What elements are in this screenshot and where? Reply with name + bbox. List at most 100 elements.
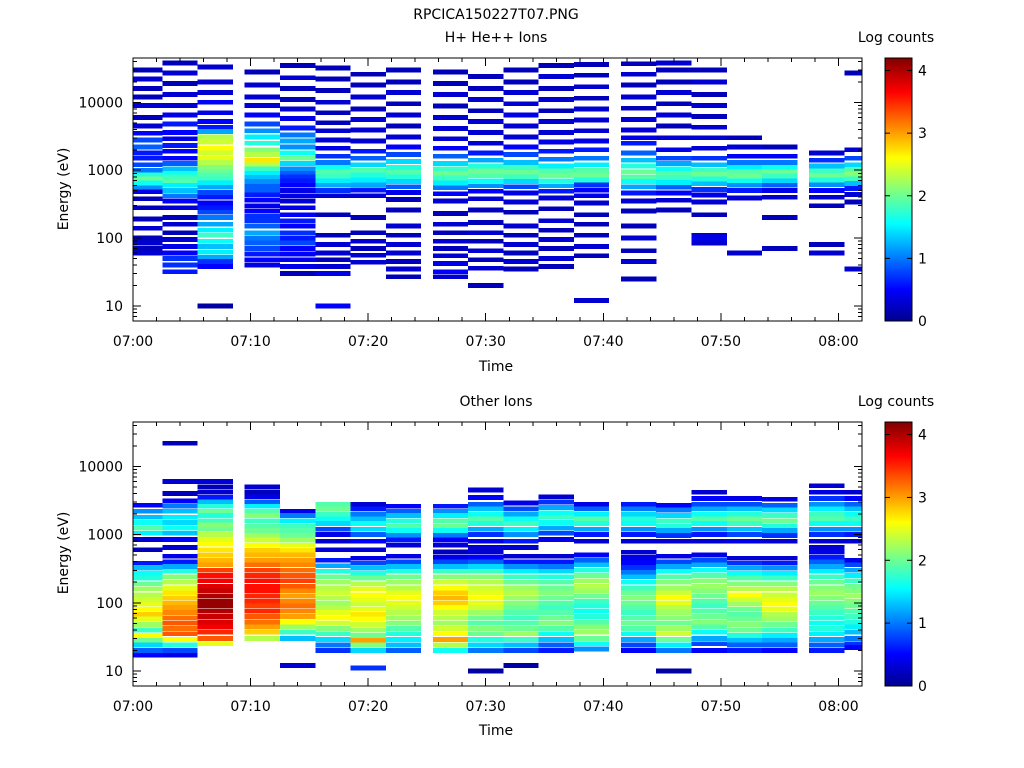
x-tick-label: 07:10 [230, 699, 270, 715]
heatmap-cell [538, 139, 574, 145]
heatmap-cell [573, 598, 610, 604]
heatmap-cell [385, 165, 422, 170]
heatmap-cell [350, 230, 386, 236]
heatmap-cell [844, 573, 862, 578]
heatmap-cell [244, 603, 280, 609]
heatmap-cell [432, 136, 469, 142]
heatmap-cell [468, 238, 504, 244]
heatmap-cell [244, 147, 280, 153]
heatmap-cell [432, 175, 469, 181]
heatmap-cell [280, 567, 316, 573]
heatmap-cell [385, 610, 422, 615]
heatmap-cell [844, 516, 862, 522]
heatmap-cell [197, 641, 233, 647]
heatmap-cell [385, 637, 422, 642]
heatmap-cell [197, 629, 233, 635]
heatmap-cell [133, 67, 163, 73]
heatmap-cell [762, 565, 798, 571]
heatmap-cell [133, 601, 163, 607]
heatmap-cell [691, 114, 727, 119]
heatmap-cell [844, 171, 862, 177]
heatmap-cell [691, 624, 727, 630]
heatmap-cell [432, 180, 469, 186]
heatmap-cell [162, 642, 198, 648]
heatmap-cell [726, 506, 763, 512]
heatmap-cell [197, 636, 233, 641]
heatmap-cell [162, 525, 198, 531]
heatmap-cell [280, 598, 316, 604]
heatmap-cell [726, 178, 763, 184]
heatmap-cell [762, 648, 798, 653]
heatmap-cell [691, 532, 727, 537]
heatmap-cell [162, 221, 198, 227]
heatmap-cell [468, 97, 504, 102]
heatmap-cell [350, 246, 386, 251]
heatmap-cell [350, 117, 386, 122]
heatmap-cell [573, 532, 610, 537]
heatmap-cell [162, 112, 198, 118]
heatmap-cell [315, 600, 351, 606]
heatmap-cell [280, 116, 316, 121]
heatmap-cell [280, 218, 316, 224]
heatmap-cell [844, 147, 862, 153]
heatmap-cell [197, 145, 233, 151]
heatmap-cell [385, 542, 422, 548]
heatmap-cell [468, 283, 504, 288]
heatmap-cell [350, 571, 386, 576]
heatmap-cell [726, 648, 763, 653]
heatmap-cell [432, 564, 469, 569]
heatmap-cell [385, 615, 422, 621]
heatmap-cell [691, 199, 727, 205]
heatmap-cell [350, 560, 386, 566]
heatmap-cell [432, 637, 469, 642]
heatmap-cell [350, 642, 386, 648]
heatmap-cell [432, 253, 469, 259]
heatmap-cell [350, 547, 386, 553]
heatmap-cell [468, 637, 504, 642]
heatmap-cell [385, 631, 422, 637]
heatmap-cell [503, 600, 539, 606]
heatmap-cell [503, 585, 539, 591]
heatmap-cell [315, 99, 351, 105]
heatmap-cell [350, 638, 386, 643]
heatmap-cell [315, 303, 351, 309]
heatmap-cell [621, 626, 657, 631]
heatmap-cell [503, 134, 539, 140]
heatmap-cell [197, 119, 233, 124]
y-tick-label: 10000 [78, 460, 123, 476]
heatmap-cell [762, 246, 798, 251]
heatmap-cell [197, 552, 233, 558]
heatmap-cell [197, 64, 233, 70]
heatmap-cell [762, 616, 798, 622]
heatmap-cell [468, 173, 504, 179]
heatmap-cell [162, 564, 198, 569]
heatmap-cell [621, 117, 657, 122]
heatmap-cell [468, 248, 504, 254]
heatmap-cell [809, 600, 845, 606]
heatmap-cell [573, 138, 610, 144]
heatmap-cell [691, 235, 727, 241]
heatmap-cell [538, 63, 574, 68]
heatmap-cell [656, 574, 692, 580]
heatmap-cell [432, 626, 469, 631]
heatmap-cell [162, 178, 198, 184]
heatmap-cell [809, 511, 845, 517]
heatmap-cell [244, 94, 280, 100]
heatmap-cell [656, 180, 692, 185]
heatmap-cell [503, 112, 539, 118]
heatmap-cell [280, 132, 316, 138]
heatmap-cell [538, 237, 574, 242]
heatmap-cell [726, 182, 763, 188]
heatmap-cell [691, 232, 727, 238]
heatmap-cell [197, 583, 233, 589]
heatmap-cell [656, 579, 692, 585]
heatmap-cell [385, 169, 422, 175]
heatmap-cell [844, 557, 862, 563]
heatmap-cell [133, 240, 163, 246]
heatmap-cell [385, 250, 422, 256]
heatmap-cell [162, 215, 198, 220]
heatmap-cell [809, 188, 845, 193]
x-tick-label: 07:50 [701, 699, 741, 715]
heatmap-cell [315, 65, 351, 71]
heatmap-cell [133, 86, 163, 91]
